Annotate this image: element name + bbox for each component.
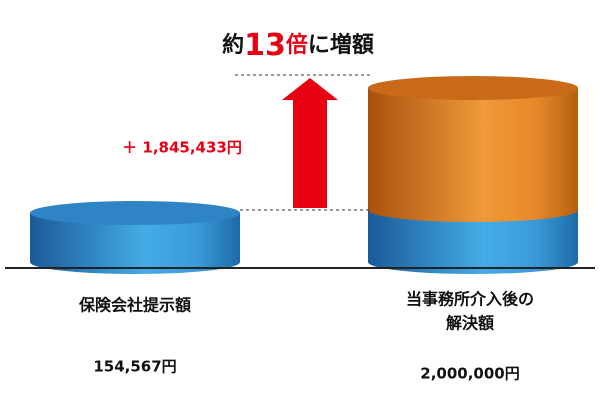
headline-prefix: 約 bbox=[222, 32, 244, 58]
right-label: 解決額 bbox=[446, 314, 494, 333]
right-label: 当事務所介入後の bbox=[406, 290, 534, 309]
headline-multiplier: 13 bbox=[244, 28, 286, 63]
headline: 約13倍に増額 bbox=[222, 28, 374, 63]
left-cylinder bbox=[30, 201, 240, 274]
left-amount: 154,567円 bbox=[93, 358, 176, 376]
headline-unit: 倍 bbox=[286, 32, 308, 58]
right-amount: 2,000,000円 bbox=[420, 365, 519, 383]
right-cylinder bbox=[368, 76, 578, 274]
difference: ＋ 1,845,433円 bbox=[122, 139, 242, 157]
left-label: 保険会社提示額 bbox=[78, 296, 191, 315]
increase-arrow bbox=[282, 78, 338, 208]
headline-suffix: に増額 bbox=[308, 32, 374, 58]
